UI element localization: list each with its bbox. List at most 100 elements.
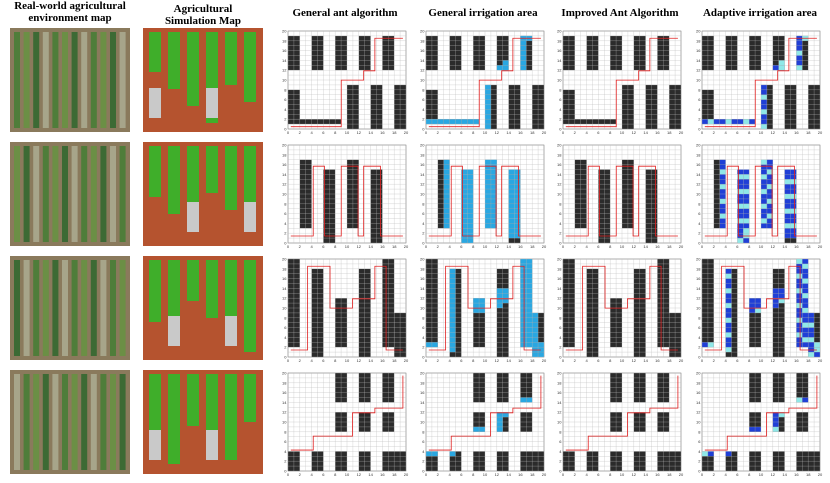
irrigation-cell — [766, 208, 773, 214]
irrigation-cell — [814, 342, 820, 348]
tree-block — [206, 374, 218, 443]
y-tick-label: 20 — [696, 257, 701, 262]
y-tick-label: 2 — [698, 459, 701, 464]
column-header: Simulation Map — [165, 15, 241, 27]
irrigation-cell — [449, 312, 456, 318]
x-tick-label: 10 — [759, 358, 764, 363]
irrigation-cell — [796, 283, 803, 289]
irrigation-cell — [790, 184, 797, 190]
irrigation-cell — [508, 228, 515, 234]
y-tick-label: 2 — [559, 231, 562, 236]
simulation-map — [143, 28, 263, 132]
crop-strip — [23, 146, 30, 242]
x-tick-label: 0 — [562, 130, 565, 135]
irrigation-cell — [449, 303, 456, 308]
y-tick-label: 20 — [696, 29, 701, 34]
irrigation-cell — [772, 288, 779, 294]
y-tick-label: 8 — [698, 429, 701, 434]
x-tick-label: 20 — [679, 472, 684, 477]
x-tick-label: 18 — [530, 472, 535, 477]
x-tick-label: 2 — [437, 130, 440, 135]
irrigation-cell — [749, 308, 756, 313]
irrigation-cell — [520, 327, 527, 333]
irrigation-cell — [449, 278, 456, 284]
irrigation-cell — [784, 198, 791, 204]
y-tick-label: 18 — [557, 152, 562, 157]
irrigation-cell — [520, 332, 527, 338]
x-tick-label: 14 — [782, 358, 787, 363]
irrigation-cell — [426, 119, 432, 125]
irrigation-cell — [814, 352, 820, 357]
robot-path — [428, 37, 541, 128]
irrigation-cell — [443, 169, 450, 175]
irrigation-cell — [743, 238, 750, 243]
irrigation-cell — [532, 332, 539, 338]
y-tick-label: 6 — [559, 211, 562, 216]
irrigation-cell — [514, 179, 521, 185]
y-tick-label: 8 — [422, 201, 425, 206]
y-tick-label: 4 — [422, 449, 425, 454]
y-tick-label: 0 — [284, 241, 287, 246]
x-tick-label: 16 — [380, 130, 385, 135]
irrigation-cell — [761, 109, 767, 115]
irrigation-cell — [802, 303, 809, 308]
irrigation-cell — [766, 194, 773, 199]
irrigation-cell — [485, 179, 491, 185]
y-tick-label: 0 — [559, 469, 562, 474]
gray-block — [244, 202, 256, 232]
x-tick-label: 6 — [736, 130, 739, 135]
y-tick-label: 16 — [420, 48, 425, 53]
x-tick-label: 0 — [701, 244, 704, 249]
irrigation-cell — [802, 278, 809, 284]
tree-block — [244, 32, 256, 102]
irrigation-cell — [467, 198, 474, 204]
irrigation-cell — [784, 228, 791, 234]
irrigation-cell — [737, 174, 744, 180]
irrigation-cell — [514, 184, 521, 190]
x-tick-label: 10 — [620, 472, 625, 477]
x-tick-label: 16 — [794, 130, 799, 135]
y-tick-label: 0 — [698, 355, 701, 360]
irrigation-cell — [431, 342, 438, 348]
x-tick-label: 2 — [713, 358, 716, 363]
irrigation-cell — [796, 303, 803, 308]
x-tick-label: 6 — [597, 244, 600, 249]
y-tick-label: 18 — [696, 38, 701, 43]
x-tick-label: 10 — [759, 130, 764, 135]
x-tick-label: 6 — [736, 472, 739, 477]
irrigation-cell — [719, 213, 726, 219]
irrigation-cell — [743, 203, 750, 209]
crop-strip — [110, 146, 116, 242]
x-tick-label: 20 — [542, 130, 547, 135]
irrigation-cell — [496, 288, 503, 294]
y-tick-label: 18 — [282, 152, 287, 157]
irrigation-cell — [461, 198, 468, 204]
irrigation-cell — [490, 184, 497, 190]
gray-block — [149, 430, 161, 460]
robot-path — [565, 375, 679, 451]
irrigation-cell — [725, 332, 732, 338]
irrigation-cell — [520, 317, 527, 323]
x-tick-label: 2 — [713, 244, 716, 249]
crop-strip — [14, 32, 20, 128]
irrigation-cell — [802, 288, 809, 294]
x-tick-label: 8 — [334, 130, 337, 135]
irrigation-cell — [761, 194, 767, 199]
irrigation-cell — [520, 50, 527, 56]
irrigation-cell — [485, 109, 491, 115]
irrigation-cell — [796, 308, 803, 313]
irrigation-cell — [490, 198, 497, 204]
y-tick-label: 8 — [698, 87, 701, 92]
irrigation-cell — [490, 169, 497, 175]
brick-bg — [143, 142, 263, 246]
x-tick-label: 4 — [448, 358, 451, 363]
x-tick-label: 12 — [771, 358, 776, 363]
tree-block — [149, 374, 161, 447]
x-tick-label: 18 — [667, 358, 672, 363]
irrigation-cell — [749, 119, 756, 125]
y-tick-label: 10 — [420, 306, 425, 311]
irrigation-cell — [443, 174, 450, 180]
irrigation-cell — [719, 208, 726, 214]
